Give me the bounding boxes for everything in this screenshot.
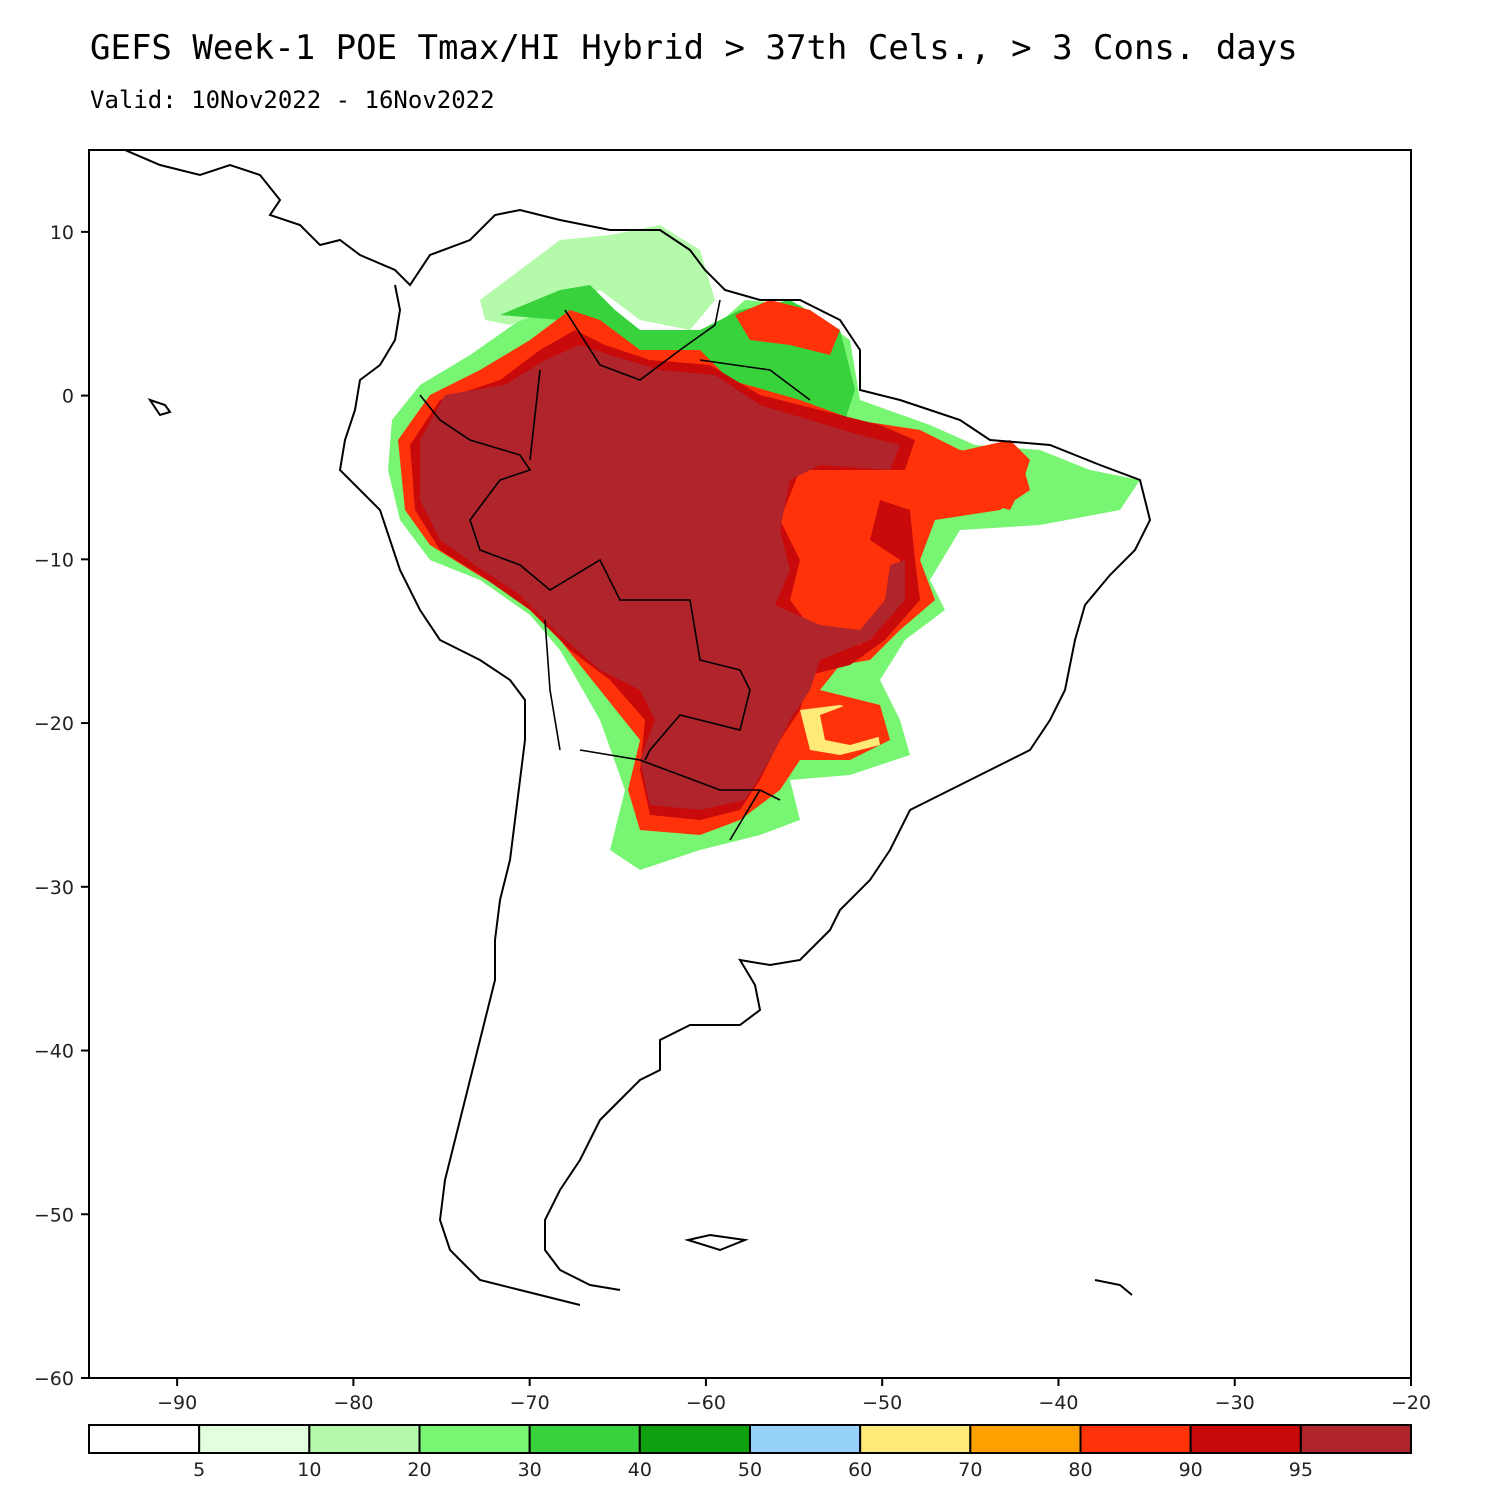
colorbar-label: 80 [1068,1459,1092,1481]
x-tick-label: −40 [1038,1392,1078,1414]
shading-95 [420,345,905,810]
map-title: GEFS Week-1 POE Tmax/HI Hybrid > 37th Ce… [90,28,1298,68]
x-tick-label: −90 [157,1392,197,1414]
country-borders [419,299,811,841]
colorbar-label: 20 [407,1459,431,1481]
falkland-islands [684,1233,749,1252]
probability-shading [388,225,1140,870]
y-tick-label: −30 [34,877,74,899]
colorbar-label: 50 [738,1459,762,1481]
colorbar-bin [859,1424,972,1454]
y-axis: 10 0 −10 −20 −30 −40 −50 −60 [34,222,89,1390]
x-tick-label: −70 [510,1392,550,1414]
colorbar-bin [418,1424,531,1454]
galapagos [147,398,172,417]
colorbar-label: 90 [1179,1459,1203,1481]
x-tick-label: −50 [862,1392,902,1414]
colorbar-label: 60 [848,1459,872,1481]
colorbar: 5 10 20 30 40 50 60 70 80 90 95 [88,1424,1413,1481]
x-tick-label: −30 [1215,1392,1255,1414]
colorbar-label: 30 [518,1459,542,1481]
y-tick-label: −60 [34,1368,74,1390]
central-america-coast [124,150,1152,1291]
colorbar-bin [749,1424,862,1454]
colorbar-label: 70 [958,1459,982,1481]
colorbar-bin [1079,1424,1192,1454]
colorbar-bin [528,1424,641,1454]
valid-date-range: Valid: 10Nov2022 - 16Nov2022 [90,86,495,114]
colorbar-bin [88,1424,201,1454]
map-frame [88,149,1412,1379]
shading-guiana-patch [735,300,840,355]
colorbar-label: 95 [1289,1459,1313,1481]
colorbar-bin [198,1424,311,1454]
coastlines [124,150,1152,1306]
colorbar-label: 10 [297,1459,321,1481]
shading-ne-patch [960,440,1030,510]
y-tick-label: −50 [34,1204,74,1226]
colorbar-bin [1299,1424,1413,1454]
colorbar-bin [638,1424,751,1454]
y-tick-label: −40 [34,1041,74,1063]
colorbar-bin [308,1424,421,1454]
pacific-coast [338,284,581,1306]
south-georgia [1094,1279,1133,1296]
shading-se-patch [820,700,885,745]
colorbar-label: 40 [628,1459,652,1481]
y-tick-label: −20 [34,713,74,735]
y-tick-label: −10 [34,549,74,571]
x-axis: −90 −80 −70 −60 −50 −40 −30 −20 [157,1378,1431,1414]
colorbar-bin [1189,1424,1302,1454]
y-tick-label: 10 [50,222,74,244]
colorbar-label: 5 [193,1459,205,1481]
x-tick-label: −20 [1391,1392,1431,1414]
x-tick-label: −60 [686,1392,726,1414]
y-tick-label: 0 [62,386,74,408]
x-tick-label: −80 [333,1392,373,1414]
colorbar-bin [969,1424,1082,1454]
